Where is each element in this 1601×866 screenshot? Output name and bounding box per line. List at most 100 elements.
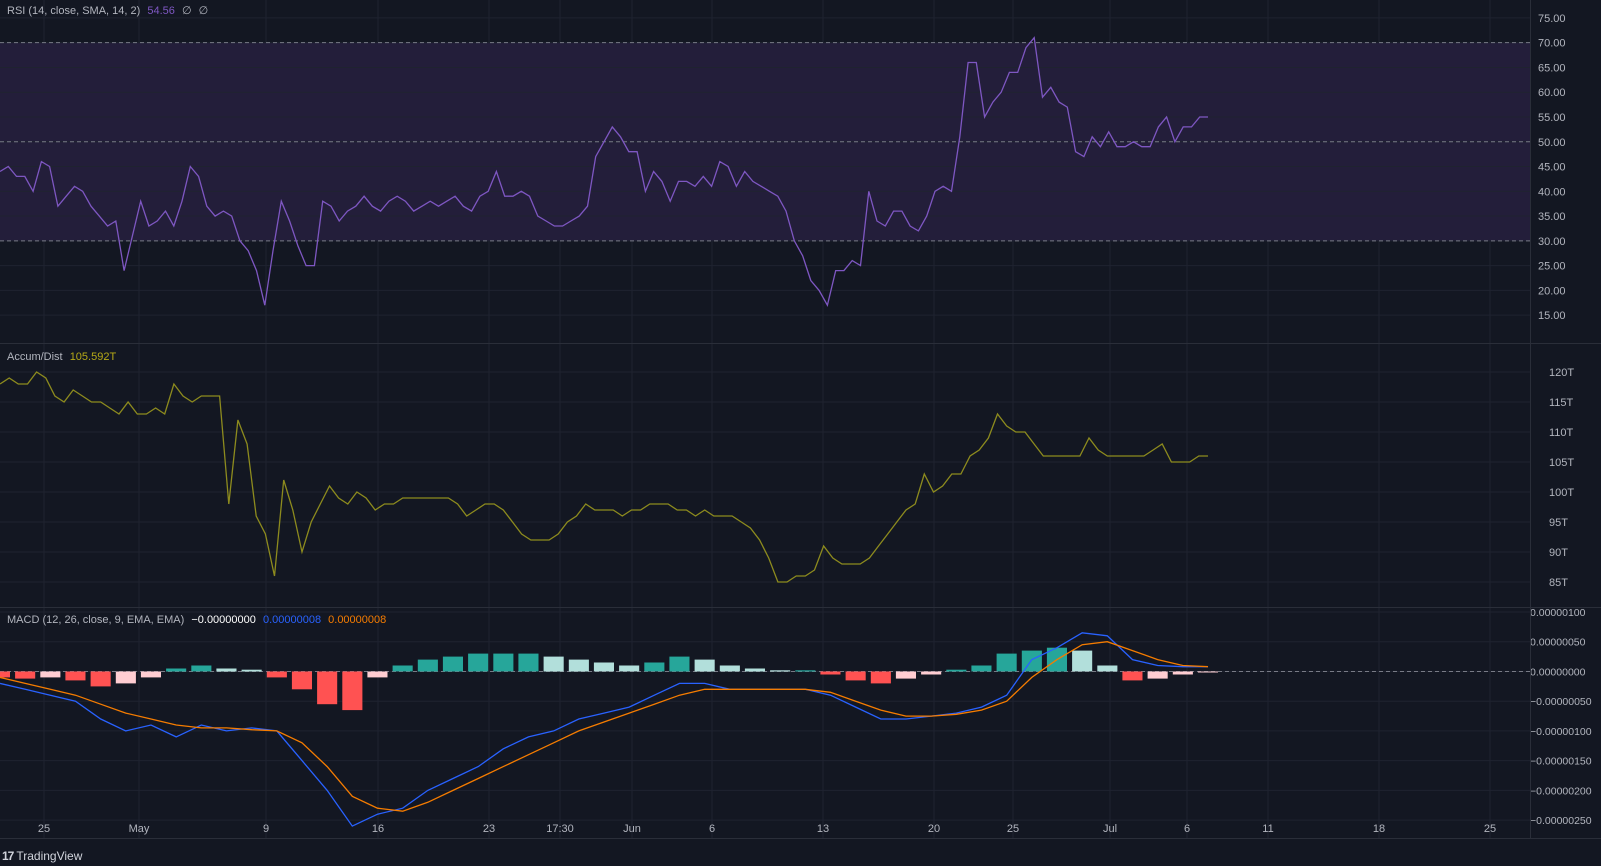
rsi-tick-label: 60.00	[1538, 87, 1566, 99]
macd-hist-bar	[40, 671, 61, 678]
macd-hist-bar	[140, 671, 161, 678]
rsi-legend[interactable]: RSI (14, close, SMA, 14, 2) 54.56 ∅ ∅	[7, 4, 212, 17]
brand-name: TradingView	[16, 849, 83, 863]
rsi-legend-extra2: ∅	[198, 5, 209, 17]
macd-hist-bar	[342, 671, 363, 711]
macd-hist-bar	[518, 653, 539, 672]
macd-hist-bar	[568, 659, 589, 672]
macd-tick-label: 0.00000000	[1530, 666, 1586, 678]
macd-hist-bar	[946, 669, 967, 672]
macd-hist-bar	[1097, 665, 1118, 672]
macd-hist-bar	[971, 665, 992, 672]
macd-hist-bar	[770, 670, 791, 672]
tradingview-logo-icon: 17	[2, 849, 14, 863]
x-axis-label: Jul	[1103, 823, 1117, 835]
rsi-legend-value: 54.56	[147, 5, 175, 17]
rsi-tick-label: 40.00	[1538, 186, 1566, 198]
accum-legend-value: 105.592T	[69, 351, 117, 363]
accum-tick-label: 105T	[1549, 457, 1574, 469]
macd-hist-bar	[1147, 671, 1168, 679]
rsi-tick-label: 50.00	[1538, 137, 1566, 149]
accum-legend-label: Accum/Dist	[7, 351, 63, 363]
x-axis-label: 6	[709, 823, 715, 835]
x-axis-label: Jun	[623, 823, 641, 835]
rsi-tick-label: 75.00	[1538, 13, 1566, 25]
accum-tick-label: 95T	[1549, 517, 1568, 529]
x-axis-label: 20	[928, 823, 940, 835]
tradingview-brand[interactable]: 17 TradingView	[2, 849, 82, 863]
macd-hist-bar	[1072, 650, 1093, 672]
macd-hist-bar	[820, 671, 841, 675]
macd-signal-line	[0, 641, 1209, 812]
macd-legend-signal: 0.00000008	[328, 614, 387, 626]
macd-hist-bar	[0, 671, 10, 678]
macd-hist-bar	[166, 668, 187, 672]
macd-hist-bar	[1197, 671, 1218, 673]
x-axis-label: 16	[372, 823, 384, 835]
macd-hist-bar	[669, 656, 690, 672]
macd-legend-label: MACD (12, 26, close, 9, EMA, EMA)	[7, 614, 185, 626]
accum-tick-label: 100T	[1549, 487, 1574, 499]
macd-hist-bar	[895, 671, 916, 679]
macd-tick-label: −0.00000100	[1530, 726, 1592, 738]
rsi-tick-label: 55.00	[1538, 112, 1566, 124]
rsi-tick-label: 45.00	[1538, 162, 1566, 174]
x-axis-label: May	[129, 823, 150, 835]
macd-hist-bar	[845, 671, 866, 681]
rsi-tick-label: 15.00	[1538, 310, 1566, 322]
macd-hist-bar	[90, 671, 111, 687]
macd-hist-bar	[216, 668, 237, 672]
rsi-tick-label: 65.00	[1538, 62, 1566, 74]
macd-tick-label: −0.00000050	[1530, 696, 1592, 708]
accum-tick-label: 90T	[1549, 547, 1568, 559]
rsi-line	[0, 36, 1208, 307]
rsi-tick-label: 70.00	[1538, 38, 1566, 50]
macd-hist-bar	[1021, 650, 1042, 672]
accum-tick-label: 85T	[1549, 577, 1568, 589]
macd-hist-bar	[317, 671, 338, 705]
macd-hist-bar	[921, 671, 942, 675]
rsi-legend-label: RSI (14, close, SMA, 14, 2)	[7, 5, 141, 17]
rsi-tick-label: 25.00	[1538, 261, 1566, 273]
accum-tick-label: 115T	[1549, 397, 1574, 409]
macd-hist-bar	[442, 656, 463, 672]
macd-legend[interactable]: MACD (12, 26, close, 9, EMA, EMA) −0.000…	[7, 614, 390, 626]
macd-hist-bar	[795, 670, 816, 672]
x-axis-label: 9	[263, 823, 269, 835]
x-axis-label: 13	[817, 823, 829, 835]
macd-tick-label: −0.00000250	[1530, 815, 1592, 827]
macd-hist-bar	[367, 671, 388, 678]
accum-legend[interactable]: Accum/Dist 105.592T	[7, 351, 120, 363]
macd-hist-bar	[392, 665, 413, 672]
macd-legend-hist: −0.00000000	[191, 614, 256, 626]
macd-hist-bar	[493, 653, 514, 672]
x-axis-label: 11	[1262, 823, 1273, 835]
macd-legend-macd: 0.00000008	[262, 614, 322, 626]
macd-hist-bar	[744, 668, 765, 672]
macd-hist-bar	[644, 662, 665, 672]
accum-tick-label: 120T	[1549, 367, 1574, 379]
macd-tick-label: −0.00000200	[1530, 785, 1592, 797]
accum-line	[0, 371, 1208, 583]
macd-tick-label: 0.00000050	[1530, 637, 1586, 649]
macd-tick-label: 0.00000100	[1530, 607, 1586, 619]
rsi-legend-extra1: ∅	[181, 5, 192, 17]
macd-tick-label: −0.00000150	[1530, 756, 1592, 768]
macd-hist-bar	[870, 671, 891, 684]
macd-hist-bar	[65, 671, 86, 681]
macd-hist-bar	[266, 671, 287, 678]
x-axis-label: 18	[1373, 823, 1385, 835]
rsi-tick-label: 35.00	[1538, 211, 1566, 223]
x-axis-label: 25	[1484, 823, 1496, 835]
macd-hist-bar	[1172, 671, 1193, 675]
macd-hist-bar	[115, 671, 136, 684]
macd-hist-bar	[619, 665, 640, 672]
macd-hist-bar	[593, 662, 614, 672]
x-axis-label: 25	[1007, 823, 1019, 835]
x-axis-label: 23	[483, 823, 495, 835]
macd-hist-bar	[417, 659, 438, 672]
x-axis-label: 6	[1184, 823, 1190, 835]
macd-hist-bar	[291, 671, 312, 690]
macd-hist-bar	[694, 659, 715, 672]
